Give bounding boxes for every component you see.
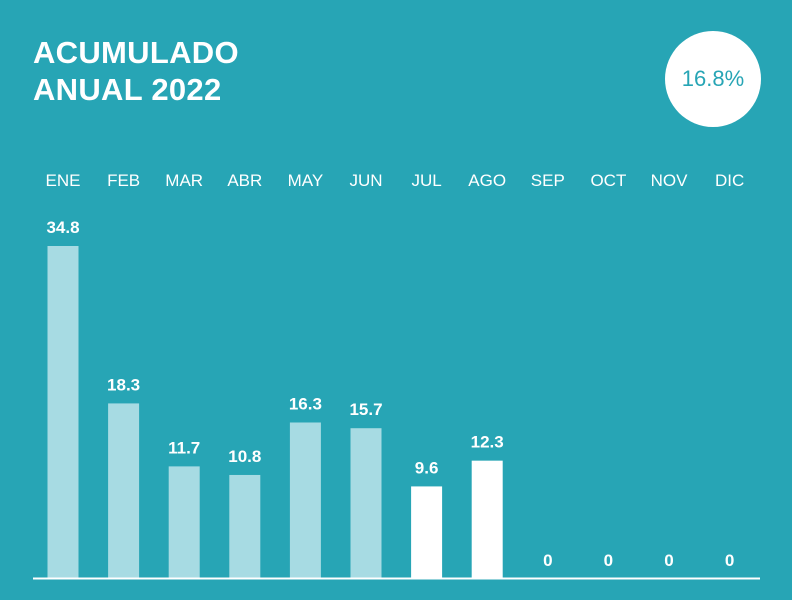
month-label-mar: MAR: [165, 171, 203, 190]
month-label-ene: ENE: [46, 171, 81, 190]
annual-percentage-badge: 16.8%: [665, 31, 761, 127]
bar-jun: [350, 428, 382, 578]
value-label-ago: 12.3: [471, 433, 504, 452]
month-label-feb: FEB: [107, 171, 140, 190]
value-label-may: 16.3: [289, 394, 322, 413]
title-line-1: ACUMULADO: [33, 35, 239, 70]
month-label-nov: NOV: [651, 171, 689, 190]
month-label-jun: JUN: [349, 171, 382, 190]
value-label-ene: 34.8: [46, 218, 79, 237]
value-label-jun: 15.7: [349, 400, 382, 419]
bar-mar: [168, 466, 200, 578]
month-label-oct: OCT: [590, 171, 626, 190]
month-label-abr: ABR: [227, 171, 262, 190]
bar-abr: [229, 474, 261, 578]
value-label-jul: 9.6: [415, 458, 439, 477]
value-label-nov: 0: [664, 551, 673, 570]
title-line-2: ANUAL 2022: [33, 72, 222, 107]
value-label-sep: 0: [543, 551, 552, 570]
value-label-mar: 11.7: [168, 438, 200, 457]
bar-jul: [411, 486, 443, 578]
value-label-feb: 18.3: [107, 375, 140, 394]
month-label-sep: SEP: [531, 171, 565, 190]
chart-title: ACUMULADO ANUAL 2022: [33, 34, 239, 108]
month-label-ago: AGO: [468, 171, 506, 190]
bar-may: [289, 422, 321, 578]
value-label-oct: 0: [604, 551, 613, 570]
month-label-may: MAY: [288, 171, 324, 190]
month-label-dic: DIC: [715, 171, 744, 190]
bar-feb: [108, 403, 140, 578]
bar-ene: [47, 246, 79, 578]
badge-value: 16.8%: [681, 66, 745, 91]
value-label-dic: 0: [725, 551, 734, 570]
bar-ago: [471, 460, 503, 578]
value-label-abr: 10.8: [228, 447, 261, 466]
month-label-jul: JUL: [411, 171, 441, 190]
